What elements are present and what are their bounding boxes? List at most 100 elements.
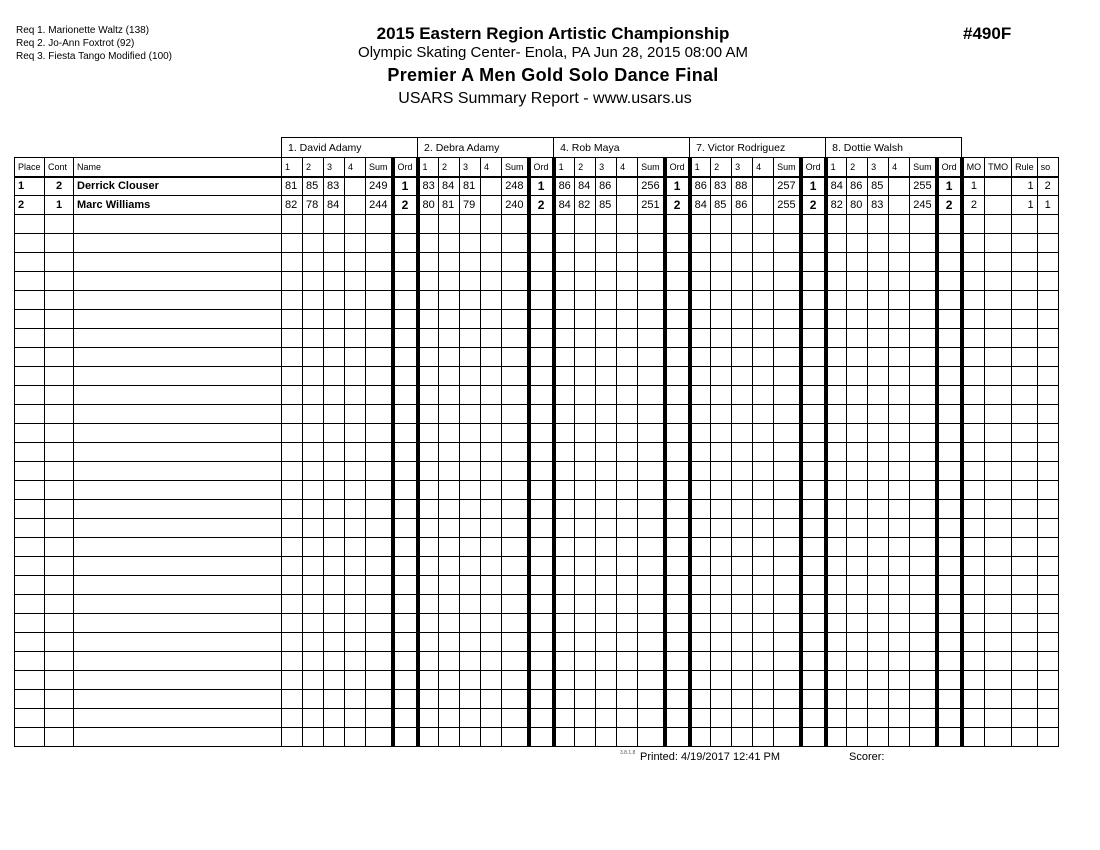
ordinal: 1	[798, 176, 828, 196]
empty-cell	[961, 271, 986, 291]
empty-cell	[773, 214, 802, 234]
judge-header-row: 1. David Adamy 2. Debra Adamy 4. Rob Maya 7…	[14, 137, 1059, 158]
empty-cell	[14, 632, 45, 652]
empty-cell	[459, 366, 482, 386]
empty-cell	[710, 252, 733, 272]
empty-cell	[574, 309, 597, 329]
empty-cell	[501, 347, 530, 367]
col-4: 4	[344, 157, 366, 177]
empty-cell	[961, 632, 986, 652]
empty-cell	[846, 537, 869, 557]
empty-cell	[281, 423, 303, 443]
empty-cell	[731, 290, 754, 310]
empty-cell	[323, 214, 345, 234]
ordinal: 1	[390, 176, 420, 196]
empty-cell	[344, 423, 366, 443]
empty-cell	[825, 233, 848, 253]
empty-cell	[526, 651, 556, 671]
empty-cell	[825, 556, 848, 576]
empty-cell	[689, 290, 712, 310]
empty-cell	[73, 309, 282, 329]
empty-cell	[984, 233, 1013, 253]
empty-cell	[662, 404, 692, 424]
empty-cell	[526, 480, 556, 500]
empty-cell	[417, 385, 440, 405]
empty-cell	[710, 594, 733, 614]
col-4: 4	[752, 157, 775, 177]
empty-cell	[1011, 537, 1038, 557]
empty-cell	[867, 518, 890, 538]
empty-cell	[961, 385, 986, 405]
empty-cell	[417, 404, 440, 424]
empty-row	[14, 613, 1059, 633]
empty-cell	[888, 366, 911, 386]
empty-cell	[73, 518, 282, 538]
empty-cell	[616, 556, 639, 576]
empty-cell	[73, 404, 282, 424]
empty-cell	[798, 613, 828, 633]
empty-cell	[731, 594, 754, 614]
summary-table: 1. David Adamy 2. Debra Adamy 4. Rob Maya 7…	[14, 137, 1059, 747]
empty-cell	[934, 271, 964, 291]
empty-cell	[1036, 233, 1059, 253]
empty-cell	[364, 556, 394, 576]
empty-cell	[417, 328, 440, 348]
empty-cell	[390, 461, 420, 481]
empty-cell	[480, 290, 503, 310]
empty-cell	[984, 651, 1013, 671]
empty-cell	[73, 727, 282, 747]
empty-cell	[616, 670, 639, 690]
place: 1	[14, 176, 45, 196]
empty-cell	[846, 727, 869, 747]
empty-cell	[846, 461, 869, 481]
empty-cell	[984, 727, 1013, 747]
empty-cell	[934, 366, 964, 386]
empty-cell	[637, 651, 666, 671]
empty-cell	[773, 613, 802, 633]
empty-cell	[1011, 594, 1038, 614]
empty-cell	[364, 461, 394, 481]
empty-cell	[344, 404, 366, 424]
empty-cell	[773, 670, 802, 690]
empty-cell	[323, 556, 345, 576]
empty-cell	[934, 727, 964, 747]
empty-cell	[14, 518, 45, 538]
empty-cell	[934, 233, 964, 253]
empty-cell	[984, 328, 1013, 348]
empty-cell	[934, 613, 964, 633]
empty-cell	[846, 252, 869, 272]
empty-cell	[1036, 632, 1059, 652]
empty-cell	[984, 480, 1013, 500]
empty-cell	[1036, 708, 1059, 728]
empty-cell	[390, 708, 420, 728]
empty-cell	[846, 518, 869, 538]
empty-cell	[595, 613, 618, 633]
requirement-3: Req 3. Fiesta Tango Modified (100)	[16, 51, 173, 62]
empty-cell	[961, 290, 986, 310]
empty-cell	[438, 442, 461, 462]
empty-cell	[44, 518, 74, 538]
empty-cell	[595, 214, 618, 234]
empty-cell	[867, 632, 890, 652]
empty-cell	[302, 309, 324, 329]
empty-cell	[710, 670, 733, 690]
empty-cell	[526, 461, 556, 481]
empty-cell	[867, 708, 890, 728]
empty-cell	[710, 651, 733, 671]
empty-cell	[689, 423, 712, 443]
empty-cell	[364, 347, 394, 367]
col-3: 3	[459, 157, 482, 177]
empty-cell	[574, 423, 597, 443]
score-sum: 244	[364, 195, 394, 215]
col-sum: Sum	[501, 157, 530, 177]
empty-cell	[553, 290, 576, 310]
empty-cell	[961, 404, 986, 424]
empty-cell	[616, 689, 639, 709]
empty-cell	[867, 461, 890, 481]
empty-cell	[14, 594, 45, 614]
empty-cell	[934, 708, 964, 728]
empty-cell	[364, 442, 394, 462]
empty-cell	[438, 689, 461, 709]
empty-cell	[595, 423, 618, 443]
empty-cell	[281, 632, 303, 652]
